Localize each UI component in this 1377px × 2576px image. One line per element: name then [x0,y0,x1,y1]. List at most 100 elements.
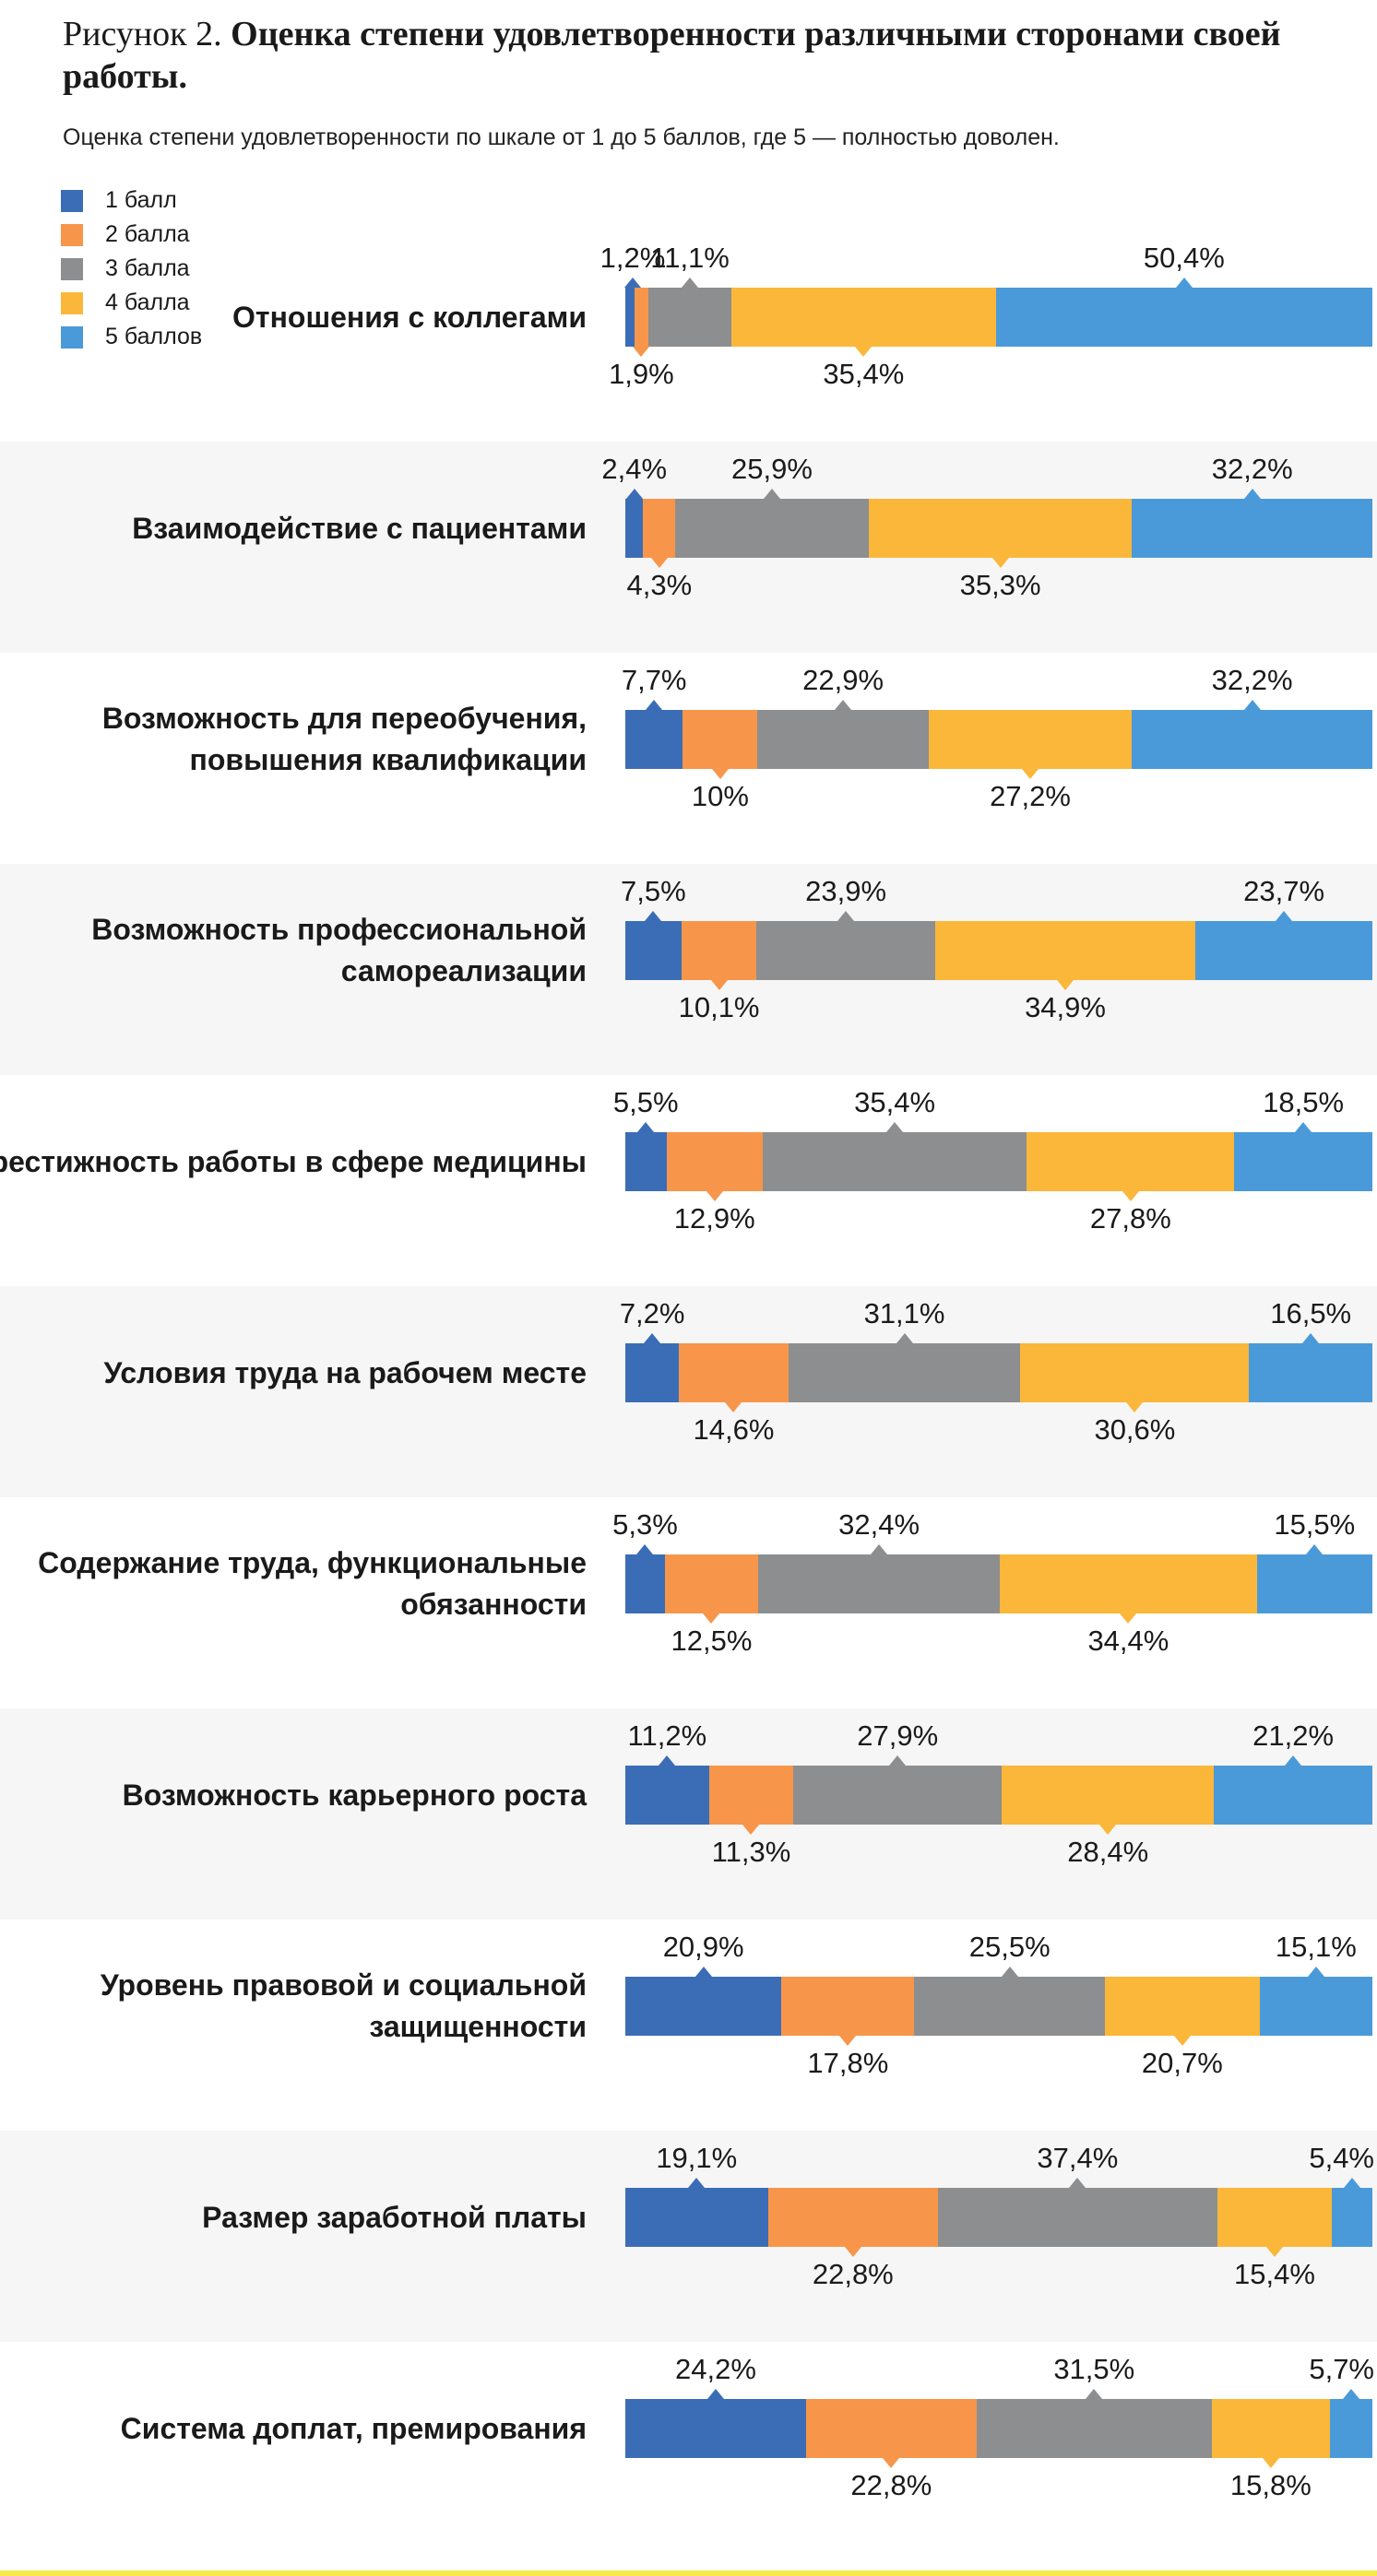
data-label: 22,9% [802,664,884,696]
bar-segment [793,1766,1003,1825]
label-marker [625,489,643,499]
bar-segment [1002,1766,1215,1825]
label-marker [742,1825,760,1835]
label-marker [835,700,852,710]
chart-row: Уровень правовой и социальной защищеннос… [0,1920,1377,2131]
bar-segment [781,1977,915,2036]
legend-label: 3 балла [105,255,190,281]
label-marker [636,1544,654,1554]
bar-segment [1195,921,1372,980]
data-label: 50,4% [1143,242,1225,274]
data-label: 10,1% [678,991,760,1023]
label-marker [871,1544,888,1554]
bar-segment [625,1343,680,1402]
label-marker [1086,2389,1103,2399]
data-label: 1,2% [599,242,666,274]
label-marker [1243,700,1261,710]
bar-segment [1020,1343,1250,1402]
legend-label: 1 балл [105,187,177,213]
label-marker [839,2036,857,2046]
data-label: 25,5% [968,1931,1051,1963]
label-marker [725,1402,742,1412]
bar-segment [664,1554,759,1613]
label-marker [1344,2178,1361,2188]
data-label: 15,4% [1234,2258,1315,2290]
label-marker [688,2178,706,2188]
figure-title: Оценка степени удовлетворенности различн… [63,15,1281,96]
bar-segment [868,499,1133,558]
bar-segment [1234,1132,1372,1191]
bar-segment [1249,1343,1372,1402]
bar-segment [757,710,929,769]
data-label: 19,1% [656,2142,738,2174]
data-label: 20,9% [662,1931,744,1963]
bar-segment [758,1554,1001,1613]
label-marker [883,2458,900,2468]
bar-segment [1132,499,1372,558]
label-marker [682,278,699,288]
bottom-rule [0,2570,1377,2576]
bar-segment [675,499,869,558]
data-label: 34,9% [1025,991,1106,1023]
label-marker [889,1755,907,1766]
label-marker [855,347,872,357]
label-marker [1262,2458,1279,2468]
bar-segment [1332,2188,1372,2247]
data-label: 5,3% [612,1508,678,1541]
label-marker [1276,911,1293,921]
category-label: Размер заработной платы [202,2200,587,2234]
label-marker [624,278,641,288]
category-label: Возможность профессиональной самореализа… [91,913,587,987]
bar-segment [625,1977,782,2036]
category-label: Содержание труда, функциональные обязанн… [38,1546,587,1621]
data-label: 7,5% [621,875,686,907]
label-marker [1001,1967,1018,1977]
label-marker [1285,1755,1302,1766]
bar-segment [767,2188,939,2247]
data-label: 21,2% [1252,1719,1335,1752]
data-label: 11,3% [711,1836,791,1868]
data-label: 10% [691,780,749,812]
bar-segment [1256,1554,1372,1613]
label-marker [1175,278,1193,288]
category-label: Престижность работы в сфере медицины [0,1144,587,1178]
chart-row: Условия труда на рабочем месте 7,2% 14,6% 3… [0,1286,1377,1497]
data-label: 4,3% [626,569,693,601]
label-marker [886,1122,904,1132]
data-label: 22,8% [812,2258,894,2290]
data-label: 37,4% [1037,2142,1119,2174]
chart-row: Возможность для переобучения, повышения … [0,653,1377,864]
chart-row: Возможность профессиональной самореализа… [0,864,1377,1075]
bar-segment [934,921,1196,980]
data-label: 34,4% [1087,1625,1169,1657]
chart-row: Размер заработной платы 19,1% 22,8% 37,4% 15… [0,2131,1377,2342]
bar-segment [1211,2399,1330,2458]
category-label: Уровень правовой и социальной защищеннос… [100,1968,587,2043]
bar-segment [938,2188,1217,2247]
bar-segment [625,2188,768,2247]
category-label: Отношения с коллегами [232,300,587,334]
data-label: 11,2% [627,1719,707,1752]
label-marker [1243,489,1261,499]
legend-swatch [61,190,83,212]
label-marker [1057,980,1074,990]
bar-segment [625,1766,709,1825]
data-label: 7,2% [619,1297,685,1329]
bar-segment [625,1554,665,1613]
bar-segment [625,2399,807,2458]
data-label: 31,1% [863,1297,945,1329]
legend-swatch [61,326,83,349]
category-label: Возможность карьерного роста [122,1778,587,1812]
label-marker [646,700,663,710]
label-marker [637,1122,655,1132]
label-marker [1295,1122,1312,1132]
data-label: 12,5% [671,1625,753,1657]
label-marker [1342,2389,1359,2399]
bar-segment [928,710,1133,769]
label-marker [707,2389,724,2399]
label-marker [1306,1544,1324,1554]
label-marker [764,489,780,499]
bar-segment [1132,710,1372,769]
bar-segment [625,499,644,558]
data-label: 14,6% [693,1413,775,1446]
